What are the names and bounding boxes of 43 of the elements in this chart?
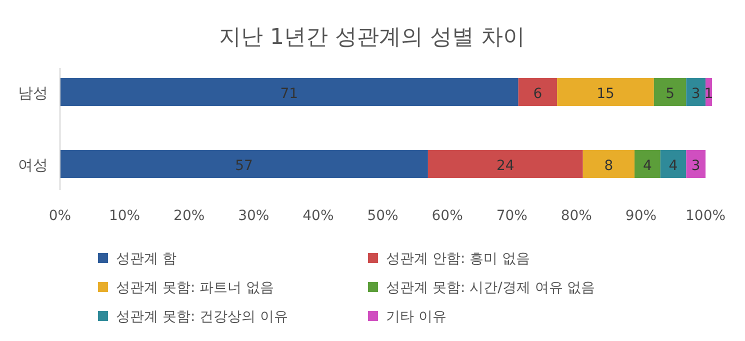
x-tick-label: 10% bbox=[108, 208, 140, 224]
bar bbox=[686, 150, 706, 178]
y-tick-label: 여성 bbox=[18, 156, 48, 174]
data-label: 1 bbox=[704, 86, 714, 102]
data-label: 8 bbox=[604, 158, 614, 174]
x-tick-label: 60% bbox=[432, 208, 463, 224]
bar bbox=[686, 78, 706, 106]
data-label: 4 bbox=[642, 158, 652, 174]
legend-label: 기타 이유 bbox=[386, 309, 446, 325]
y-tick-label: 남성 bbox=[18, 84, 48, 102]
bar bbox=[428, 150, 583, 178]
legend-label: 성관계 못함: 파트너 없음 bbox=[116, 280, 274, 296]
bar bbox=[634, 150, 660, 178]
x-tick-label: 20% bbox=[174, 208, 205, 224]
data-label: 57 bbox=[235, 158, 253, 174]
legend-label: 성관계 못함: 건강상의 이유 bbox=[116, 309, 288, 325]
x-tick-label: 100% bbox=[686, 208, 726, 224]
data-label: 15 bbox=[596, 86, 614, 102]
x-tick-label: 40% bbox=[302, 208, 334, 224]
data-label: 5 bbox=[666, 86, 674, 102]
bar bbox=[60, 150, 428, 178]
legend-label: 성관계 못함: 시간/경제 여유 없음 bbox=[386, 280, 596, 296]
x-tick-label: 90% bbox=[625, 208, 657, 224]
chart-title: 지난 1년간 성관계의 성별 차이 bbox=[219, 25, 525, 50]
x-tick-label: 80% bbox=[560, 208, 592, 224]
bar bbox=[518, 78, 558, 106]
x-tick-label: 30% bbox=[238, 208, 270, 224]
data-label: 3 bbox=[691, 158, 700, 174]
data-label: 71 bbox=[280, 86, 298, 102]
legend-label: 성관계 함 bbox=[116, 251, 176, 267]
legend-label: 성관계 안함: 흥미 없음 bbox=[386, 251, 530, 267]
bar bbox=[660, 150, 686, 178]
x-tick-label: 50% bbox=[367, 208, 398, 224]
data-label: 3 bbox=[691, 86, 700, 102]
x-tick-label: 70% bbox=[496, 208, 528, 224]
bar bbox=[557, 78, 654, 106]
bar bbox=[582, 150, 635, 178]
data-label: 4 bbox=[668, 158, 678, 174]
x-tick-label: 0% bbox=[48, 208, 72, 224]
bar bbox=[60, 78, 518, 106]
data-label: 6 bbox=[533, 86, 542, 102]
data-label: 24 bbox=[496, 158, 514, 174]
bar bbox=[654, 78, 686, 106]
